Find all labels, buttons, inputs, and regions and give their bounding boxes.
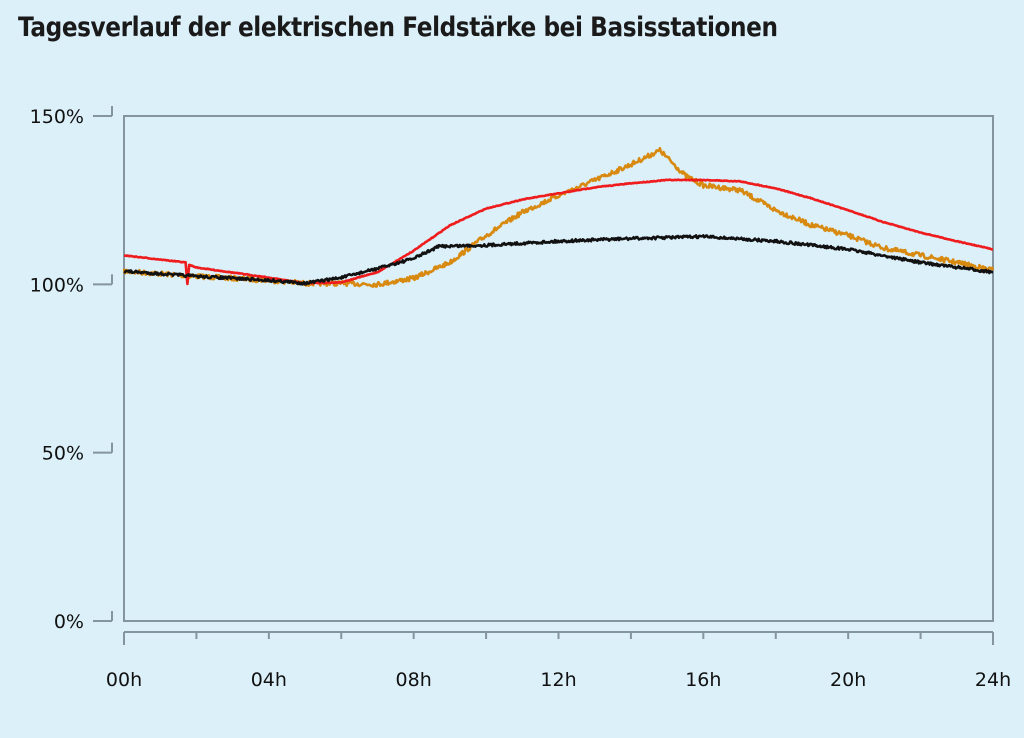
x-tick-label: 04h xyxy=(251,669,287,691)
y-tick-label: 100% xyxy=(30,274,84,296)
x-tick-label: 00h xyxy=(106,669,142,691)
x-tick-label: 08h xyxy=(396,669,432,691)
series-group xyxy=(122,146,995,288)
x-tick-label: 20h xyxy=(830,669,866,691)
y-axis: 0% 50% 100% 150% xyxy=(30,106,113,633)
chart-title: Tagesverlauf der elektrischen Feldstärke… xyxy=(18,12,778,43)
series-line-black xyxy=(123,234,994,286)
x-axis: 00h 04h 08h 12h 16h 20h 24h xyxy=(106,631,1011,691)
x-tick-label: 16h xyxy=(685,669,721,691)
y-tick-label: 50% xyxy=(42,443,84,465)
x-tick-label: 24h xyxy=(975,669,1011,691)
x-tick-label: 12h xyxy=(540,669,576,691)
y-tick-label: 150% xyxy=(30,106,84,128)
series-line-red xyxy=(123,178,994,286)
y-tick-label: 0% xyxy=(54,611,84,633)
series-line-orange xyxy=(122,146,995,288)
plot-frame xyxy=(123,115,994,622)
